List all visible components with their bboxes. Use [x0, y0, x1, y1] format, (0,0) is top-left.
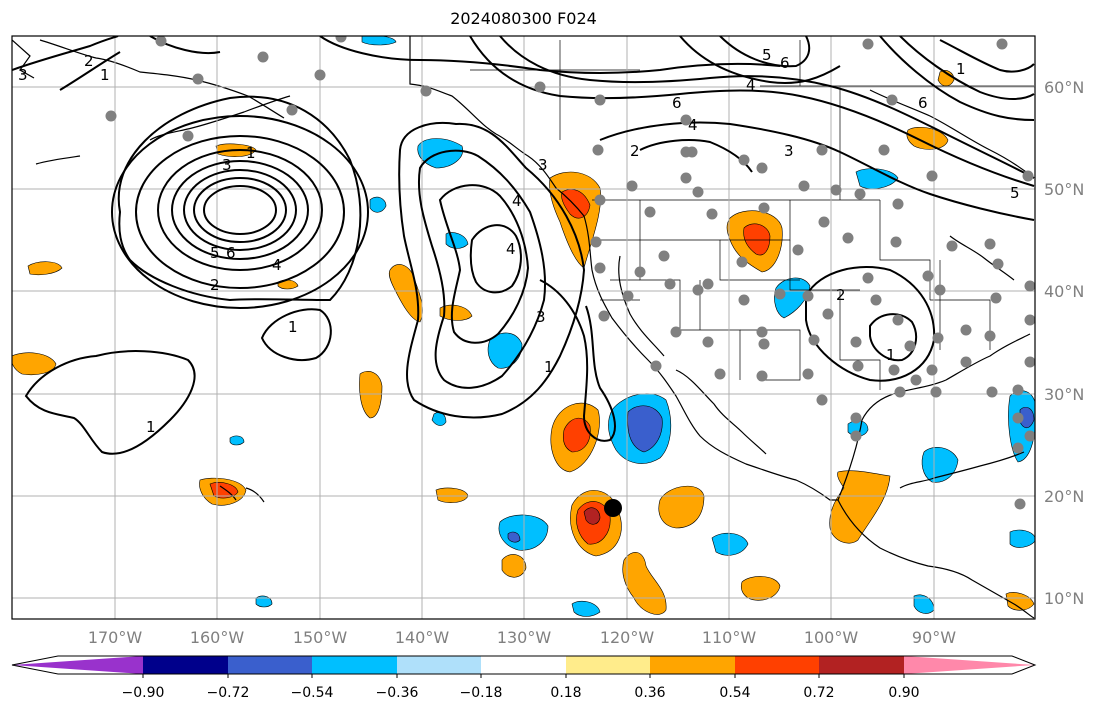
contour-label: 1 [544, 358, 554, 376]
colorbar-tick-label: −0.18 [460, 685, 503, 701]
lat-label: 50°N [1044, 180, 1084, 199]
contour-label: 3 [222, 156, 232, 174]
colorbar-segment [228, 656, 312, 674]
political-borders [470, 40, 1034, 390]
contour-label: 1 [956, 60, 966, 78]
contour-label: 4 [688, 116, 698, 134]
contour-label: 3 [18, 66, 28, 84]
colorbar-segment [397, 656, 481, 674]
lon-label: 120°W [600, 628, 655, 647]
contour-label: 5 [210, 244, 220, 262]
colorbar-segment [312, 656, 397, 674]
contour-label: 3 [538, 156, 548, 174]
lon-label: 100°W [804, 628, 859, 647]
lon-label: 170°W [88, 628, 143, 647]
lon-label: 160°W [190, 628, 245, 647]
graticule [12, 36, 1035, 619]
colorbar-tick-label: 0.54 [719, 685, 750, 701]
storm-center-marker [604, 499, 622, 517]
map-frame [11, 35, 1036, 620]
contour-label: 1 [886, 346, 896, 364]
lat-label: 60°N [1044, 78, 1084, 97]
contour-label: 1 [100, 66, 110, 84]
lon-label: 110°W [702, 628, 757, 647]
longitude-labels: 170°W 160°W 150°W 140°W 130°W 120°W 110°… [88, 628, 956, 647]
colorbar-tick-label: −0.72 [207, 685, 250, 701]
lat-label: 10°N [1044, 589, 1084, 608]
lon-label: 140°W [395, 628, 450, 647]
colorbar-segment [819, 656, 904, 674]
station-dots [105, 36, 1035, 510]
contour-label: 3 [536, 308, 546, 326]
contour-label: 6 [226, 244, 236, 262]
contour-lines [12, 36, 1035, 455]
colorbar-segment [650, 656, 735, 674]
contour-label: 6 [672, 94, 682, 112]
map-title: 2024080300 F024 [450, 9, 597, 28]
contour-label: 6 [918, 94, 928, 112]
contour-label: 5 [762, 46, 772, 64]
colorbar-extend-low [12, 656, 143, 674]
colorbar-tick-label: 0.90 [888, 685, 919, 701]
contour-label: 4 [272, 256, 282, 274]
colorbar-tick-label: −0.90 [122, 685, 165, 701]
colorbar-tick-label: −0.54 [291, 685, 334, 701]
colorbar: −0.90 −0.72 −0.54 −0.36 −0.18 0.18 0.36 0.54 0.7… [11, 655, 1037, 701]
lat-label: 40°N [1044, 282, 1084, 301]
contour-label: 1 [288, 318, 298, 336]
lon-label: 150°W [293, 628, 348, 647]
contour-label: 2 [84, 52, 94, 70]
contour-label: 4 [506, 240, 516, 258]
shaded-anomaly-regions [12, 36, 1035, 617]
contour-label: 2 [630, 142, 640, 160]
colorbar-extend-high [904, 656, 1035, 674]
contour-label: 3 [784, 142, 794, 160]
colorbar-segment [481, 656, 566, 674]
colorbar-tick-label: 0.72 [803, 685, 834, 701]
contour-labels: 3 2 1 1 3 5 6 4 2 1 3 4 4 3 1 6 4 5 6 2 … [18, 46, 1020, 436]
contour-label: 6 [780, 54, 790, 72]
lat-label: 30°N [1044, 385, 1084, 404]
lon-label: 130°W [497, 628, 552, 647]
colorbar-segment [566, 656, 650, 674]
colorbar-tick-label: 0.36 [634, 685, 665, 701]
colorbar-segment [143, 656, 228, 674]
colorbar-tick-label: 0.18 [550, 685, 581, 701]
contour-label: 1 [146, 418, 156, 436]
contour-label: 4 [512, 192, 522, 210]
contour-label: 1 [246, 144, 256, 162]
colorbar-tick-label: −0.36 [376, 685, 419, 701]
colorbar-outline [11, 655, 1037, 675]
lon-label: 90°W [912, 628, 956, 647]
latitude-labels: 60°N 50°N 40°N 30°N 20°N 10°N [1044, 78, 1084, 608]
contour-label: 5 [1010, 184, 1020, 202]
lat-label: 20°N [1044, 487, 1084, 506]
contour-label: 2 [210, 276, 220, 294]
contour-label: 4 [746, 76, 756, 94]
colorbar-segment [735, 656, 819, 674]
contour-label: 2 [836, 286, 846, 304]
